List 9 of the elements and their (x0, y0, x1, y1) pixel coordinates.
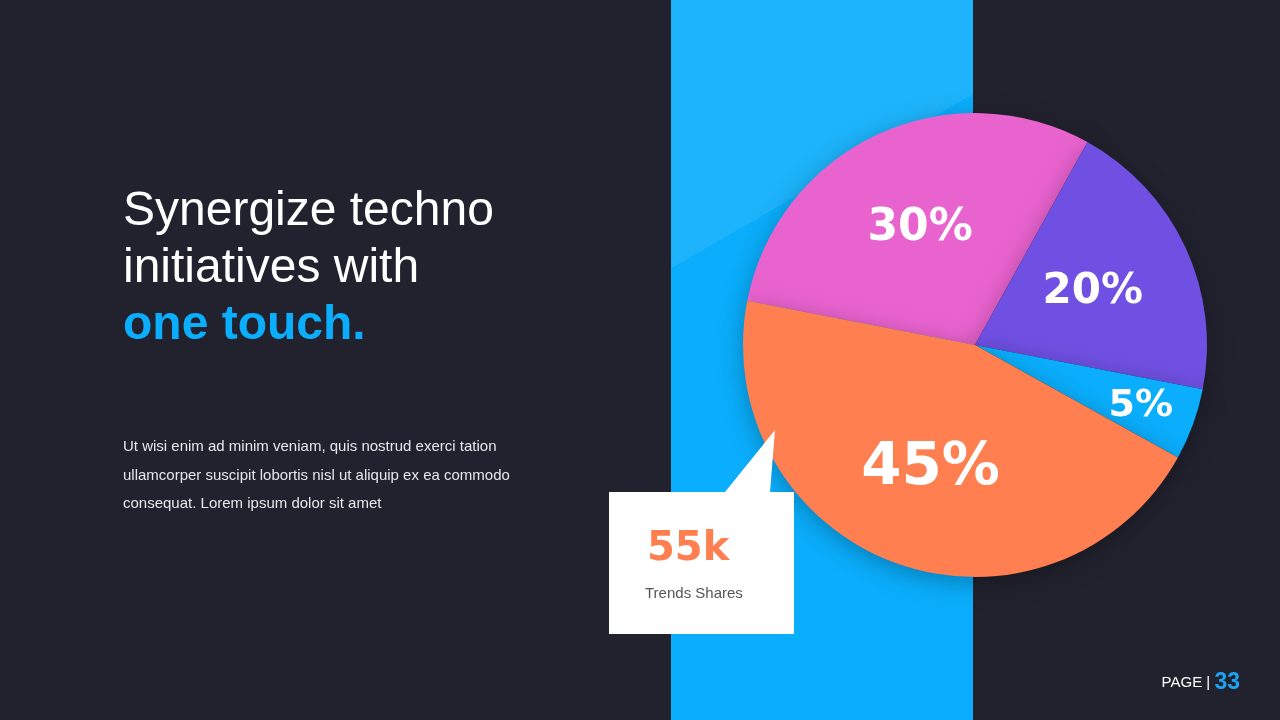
data-label: 20% (1042, 264, 1144, 314)
speech-bubble: 55k Trends Shares (609, 430, 794, 634)
pie-slice (975, 142, 1207, 390)
text: Synergize techno initiatives with one touch. (123, 182, 495, 351)
data-label: 45% (861, 430, 1000, 499)
data-label: 30% (867, 199, 973, 251)
text: PAGE | 33 (1161, 667, 1240, 695)
data-label: 5% (1108, 381, 1173, 426)
text: Ut wisi enim ad minim veniam, quis nostrud exerci tation ullamcorper suscipit lobortis nisl ut aliquip ex ea commodo consequat. Lorem ipsum dolor sit amet (123, 436, 511, 513)
